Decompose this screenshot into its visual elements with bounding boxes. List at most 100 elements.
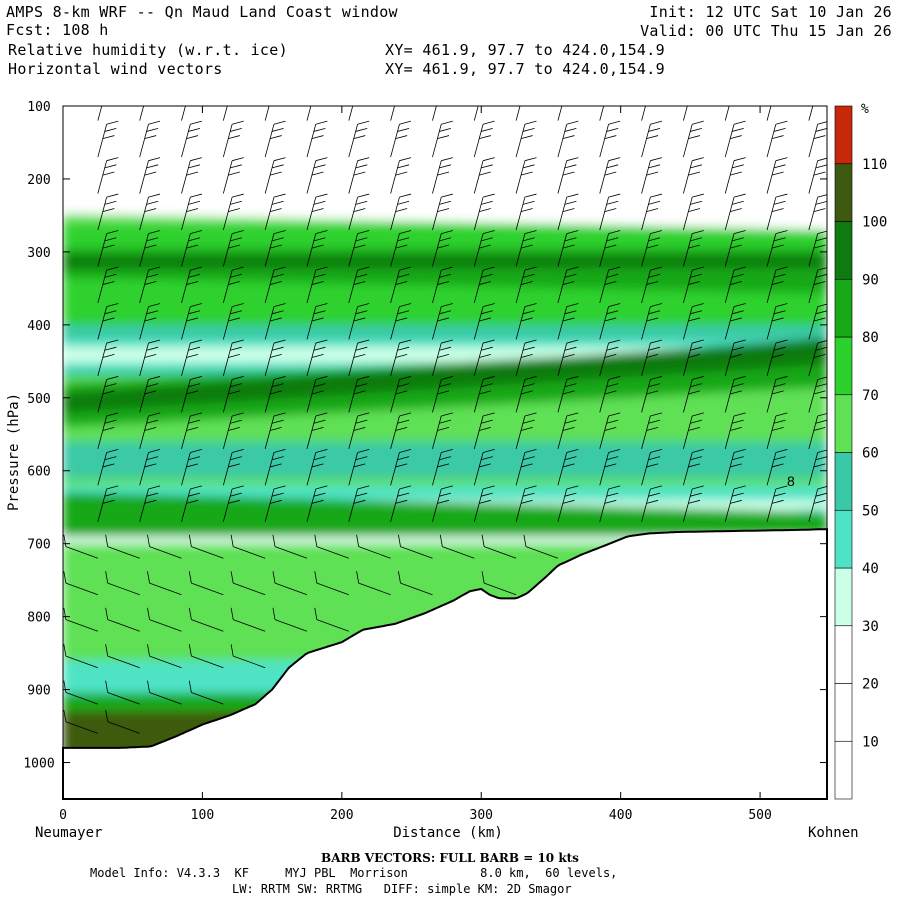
barb-feather: [190, 230, 202, 235]
wind-barb: [599, 376, 621, 413]
barb-feather: [730, 426, 742, 431]
barb-feather: [606, 419, 619, 424]
barb-feather: [105, 534, 109, 547]
barb-feather: [562, 354, 575, 358]
barb-feather: [564, 419, 577, 424]
wind-barb: [557, 303, 579, 340]
colorbar-tick-label: 100: [862, 215, 887, 231]
wind-barb: [398, 571, 433, 596]
barb-feather: [815, 456, 827, 461]
barb-feather: [564, 492, 577, 497]
barb-feather: [650, 157, 663, 162]
barb-feather: [604, 390, 617, 395]
barb-feather: [271, 310, 284, 315]
barb-feather: [733, 303, 746, 307]
barb-feather: [357, 157, 370, 162]
barb-feather: [815, 237, 827, 242]
barb-shaft: [599, 488, 609, 522]
wind-barb: [390, 412, 412, 449]
wind-barb: [97, 120, 119, 158]
barb-feather: [144, 499, 157, 504]
barb-feather: [773, 456, 786, 461]
barb-feather: [733, 193, 746, 198]
barb-feather: [520, 208, 533, 213]
barb-feather: [566, 485, 579, 490]
wind-barb: [515, 266, 537, 304]
barb-shaft: [306, 160, 317, 194]
barb-feather: [771, 354, 784, 358]
barb-feather: [102, 171, 115, 176]
barb-feather: [315, 266, 328, 271]
wind-barb: [181, 485, 202, 522]
barb-feather: [144, 208, 157, 213]
barb-shaft: [139, 124, 149, 158]
barb-shaft: [442, 546, 475, 559]
barb-shaft: [306, 124, 317, 158]
barb-shaft: [473, 379, 484, 413]
wind-barb: [306, 448, 328, 486]
barb-feather: [395, 171, 408, 176]
barb-feather: [437, 135, 450, 140]
wind-barb: [390, 485, 412, 522]
barb-feather: [228, 426, 240, 431]
wind-barb: [432, 193, 453, 231]
barb-feather: [272, 607, 276, 620]
barb-feather: [190, 412, 202, 417]
wind-barb: [390, 339, 412, 377]
barb-feather: [353, 426, 366, 431]
barb-feather: [63, 680, 67, 693]
wind-barb: [348, 376, 370, 413]
wind-barb: [473, 303, 495, 340]
barb-shaft: [348, 124, 358, 158]
barb-feather: [566, 303, 579, 307]
barb-feather: [604, 208, 617, 213]
barb-shaft: [97, 160, 108, 194]
barb-feather: [273, 230, 286, 235]
barb-feather: [562, 463, 575, 468]
barb-feather: [146, 127, 159, 132]
wind-barb: [766, 376, 788, 413]
barb-shaft: [97, 306, 108, 340]
barb-feather: [604, 135, 617, 140]
barb-feather: [481, 419, 493, 424]
wind-barb: [766, 448, 788, 486]
barb-shaft: [683, 106, 688, 121]
barb-feather: [148, 157, 161, 162]
wind-barb: [181, 376, 202, 413]
wind-barbs: [63, 106, 827, 734]
y-axis-label: Pressure (hPa): [6, 393, 22, 511]
barb-feather: [186, 390, 199, 395]
barb-feather: [479, 171, 491, 176]
barb-feather: [353, 354, 366, 358]
barb-feather: [397, 383, 410, 388]
wind-barb: [97, 303, 119, 340]
barb-feather: [144, 426, 157, 431]
barb-feather: [437, 390, 450, 395]
barb-feather: [356, 571, 360, 584]
wind-barb: [724, 106, 730, 121]
barb-feather: [562, 244, 575, 249]
barb-feather: [186, 171, 199, 176]
wind-barb: [272, 534, 308, 559]
barb-shaft: [473, 306, 484, 340]
barb-shaft: [808, 488, 819, 522]
barb-feather: [353, 390, 366, 395]
wind-barb: [724, 339, 746, 377]
barb-feather: [104, 456, 117, 461]
barb-feather: [522, 200, 535, 205]
wind-barb: [766, 120, 788, 158]
barb-shaft: [400, 546, 433, 559]
barb-feather: [479, 354, 491, 358]
wind-barb: [390, 303, 412, 340]
barb-shaft: [306, 342, 317, 377]
barb-feather: [731, 310, 744, 315]
barb-feather: [520, 244, 533, 249]
wind-barb: [97, 485, 119, 522]
wind-barb: [432, 412, 453, 449]
barb-shaft: [358, 582, 391, 596]
barb-shaft: [348, 306, 358, 340]
wind-barb: [181, 157, 202, 194]
barb-feather: [564, 127, 577, 132]
barb-shaft: [432, 160, 442, 194]
barb-feather: [730, 244, 742, 249]
